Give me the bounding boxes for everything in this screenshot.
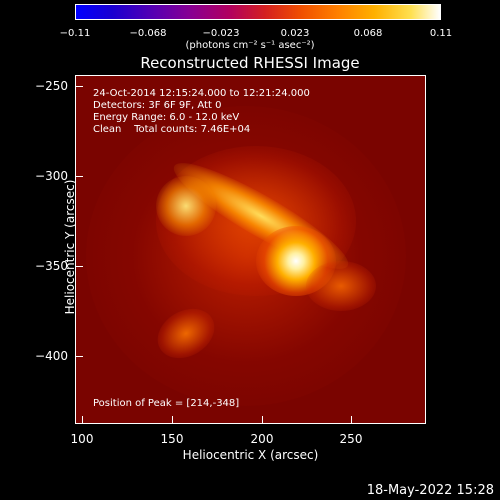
colorbar-tick: 0.023 (280, 28, 310, 39)
footer-date: 18-May-2022 15:28 (366, 483, 494, 498)
solar-image (75, 75, 426, 424)
colorbar-tick: −0.023 (202, 28, 240, 39)
y-tick-label: −250 (35, 79, 68, 93)
annotation-detectors: Detectors: 3F 6F 9F, Att 0 (93, 100, 222, 111)
colorbar-tick: 0.11 (429, 28, 453, 39)
annotation-energy-range: Energy Range: 6.0 - 12.0 keV (93, 112, 240, 123)
y-tick-label: −350 (35, 259, 68, 273)
colorbar-tick: −0.068 (129, 28, 167, 39)
y-axis-label: Heliocentric Y (arcsec) (63, 179, 77, 315)
colorbar-tick: 0.068 (353, 28, 383, 39)
x-axis-label: Heliocentric X (arcsec) (182, 448, 319, 462)
annotation-peak-position: Position of Peak = [214,-348] (93, 398, 240, 409)
x-tick-label: 150 (160, 432, 184, 446)
y-tick-label: −400 (35, 349, 68, 363)
colorbar-units: (photons cm⁻² s⁻¹ asec⁻²) (185, 40, 315, 51)
y-tick-label: −300 (35, 169, 68, 183)
x-tick-label: 100 (70, 432, 94, 446)
annotation-time-range: 24-Oct-2014 12:15:24.000 to 12:21:24.000 (93, 88, 310, 99)
image-title: Reconstructed RHESSI Image (140, 54, 360, 72)
colorbar (75, 4, 441, 20)
annotation-clean-counts: Clean Total counts: 7.46E+04 (93, 124, 251, 135)
x-tick-label: 250 (339, 432, 363, 446)
colorbar-tick: −0.11 (59, 28, 91, 39)
x-tick-label: 200 (250, 432, 274, 446)
